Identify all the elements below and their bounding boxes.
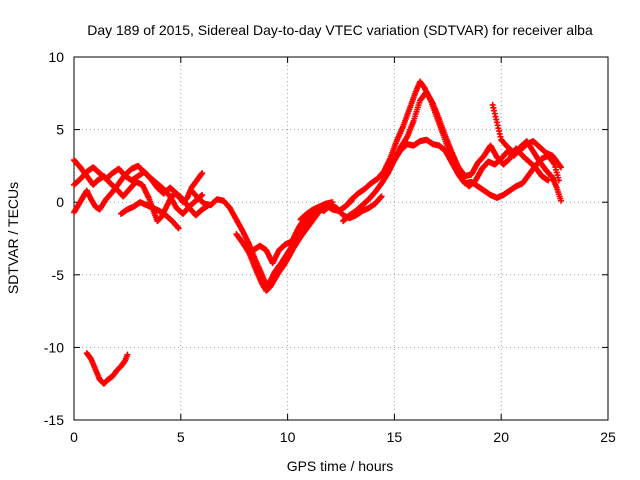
y-axis-label: SDTVAR / TECUs xyxy=(5,182,21,294)
y-tick-label: -5 xyxy=(52,267,65,283)
y-tick-label: -15 xyxy=(44,412,64,428)
y-tick-label: 0 xyxy=(56,194,64,210)
chart-background xyxy=(0,0,640,480)
x-tick-label: 15 xyxy=(387,429,403,445)
x-tick-label: 5 xyxy=(177,429,185,445)
x-tick-label: 20 xyxy=(493,429,509,445)
y-tick-label: -10 xyxy=(44,339,64,355)
x-tick-label: 0 xyxy=(70,429,78,445)
x-tick-label: 10 xyxy=(280,429,296,445)
chart: 0 5 10 15 20 25 10 5 0 -5 -10 -15 Day 189 of 2015, … xyxy=(0,0,640,480)
x-axis-label: GPS time / hours xyxy=(287,458,394,474)
chart-title: Day 189 of 2015, Sidereal Day-to-day VTE… xyxy=(87,22,593,38)
y-tick-label: 10 xyxy=(48,49,64,65)
y-tick-label: 5 xyxy=(56,122,64,138)
x-tick-label: 25 xyxy=(600,429,616,445)
